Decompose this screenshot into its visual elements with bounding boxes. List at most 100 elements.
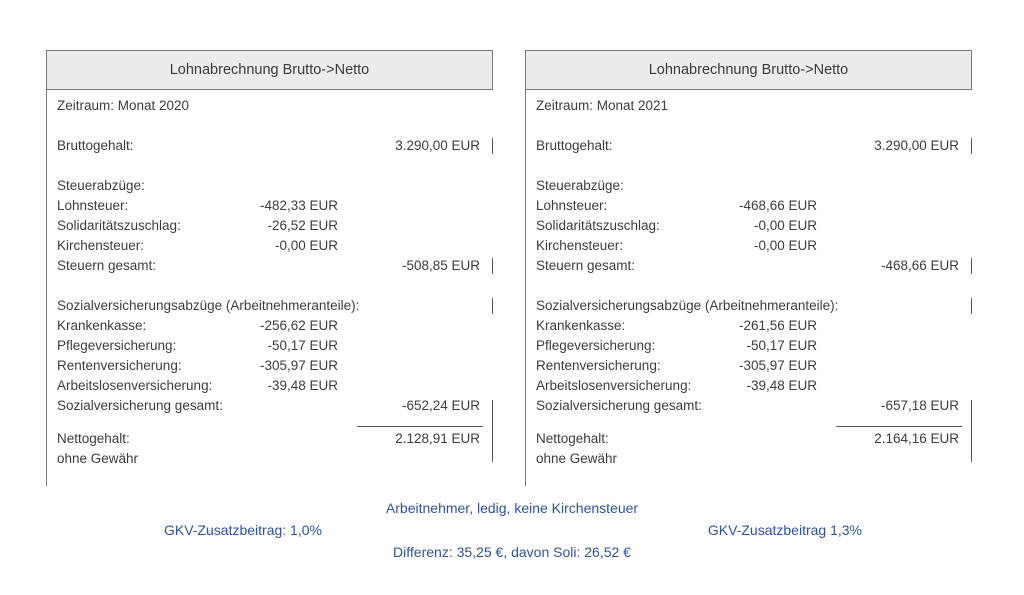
row-arbeitslosenversicherung-label: Arbeitslosenversicherung: [57,378,213,393]
column-tick-mark [971,258,972,274]
row-arbeitslosenversicherung: Arbeitslosenversicherung: -39,48 EUR [526,376,972,396]
row-nettogehalt-value: 2.164,16 EUR [874,431,959,446]
row-zeitraum-label: Zeitraum: Monat 2021 [536,98,669,113]
row-lohnsteuer-value: -482,33 EUR [259,198,338,213]
row-arbeitslosenversicherung-value: -39,48 EUR [267,378,338,393]
row-sozialversicherung-header: Sozialversicherungsabzüge (Arbeitnehmera… [47,296,493,316]
row-bruttogehalt-value: 3.290,00 EUR [395,138,480,153]
row-rentenversicherung-label: Rentenversicherung: [536,358,661,373]
subtotal-rule [836,426,962,427]
row-steuerabzuege-header: Steuerabzüge: [47,176,493,196]
row-sozialversicherung-gesamt-value: -652,24 EUR [401,398,480,413]
row-kirchensteuer: Kirchensteuer: -0,00 EUR [47,236,493,256]
row-pflegeversicherung-value: -50,17 EUR [267,338,338,353]
row-sozialversicherung-gesamt-label: Sozialversicherung gesamt: [536,398,702,413]
footer-gkv-2020: GKV-Zusatzbeitrag: 1,0% [164,522,322,538]
footer-note-profile: Arbeitnehmer, ledig, keine Kirchensteuer [385,500,639,516]
row-steuerabzuege-header-label: Steuerabzüge: [536,178,624,193]
row-kirchensteuer-label: Kirchensteuer: [57,238,145,253]
row-sozialversicherung-gesamt: Sozialversicherung gesamt: -652,24 EUR [47,396,493,416]
row-nettogehalt: Nettogehalt: 2.164,16 EUR [526,429,972,449]
subtotal-rule [357,426,483,427]
row-sozialversicherung-header-label: Sozialversicherungsabzüge (Arbeitnehmera… [57,298,360,313]
row-kirchensteuer-value: -0,00 EUR [274,238,338,253]
spacer-row [47,276,493,296]
row-sozialversicherung-header: Sozialversicherungsabzüge (Arbeitnehmera… [526,296,972,316]
row-krankenkasse-label: Krankenkasse: [57,318,147,333]
row-lohnsteuer-value: -468,66 EUR [738,198,817,213]
row-solidaritaetszuschlag-label: Solidaritätszuschlag: [57,218,181,233]
subtotal-rule-row [47,416,493,429]
row-steuern-gesamt: Steuern gesamt: -468,66 EUR [526,256,972,276]
column-tick-mark [971,138,972,154]
row-krankenkasse-label: Krankenkasse: [536,318,626,333]
row-solidaritaetszuschlag-label: Solidaritätszuschlag: [536,218,660,233]
footer-gkv-2021: GKV-Zusatzbeitrag 1,3% [707,522,862,538]
row-bruttogehalt-label: Bruttogehalt: [57,138,134,153]
row-nettogehalt-label: Nettogehalt: [57,431,130,446]
row-bruttogehalt: Bruttogehalt: 3.290,00 EUR [526,136,972,156]
panel-body: Zeitraum: Monat 2020 Bruttogehalt: 3.290,0… [46,90,493,486]
column-tick-mark [492,138,493,154]
row-rentenversicherung: Rentenversicherung: -305,97 EUR [526,356,972,376]
row-pflegeversicherung: Pflegeversicherung: -50,17 EUR [47,336,493,356]
row-rentenversicherung: Rentenversicherung: -305,97 EUR [47,356,493,376]
panel-title: Lohnabrechnung Brutto->Netto [525,50,972,90]
row-ohne-gewaehr-label: ohne Gewähr [57,451,139,466]
row-lohnsteuer: Lohnsteuer: -482,33 EUR [47,196,493,216]
row-steuern-gesamt-label: Steuern gesamt: [536,258,636,273]
footer-difference: Differenz: 35,25 €, davon Soli: 26,52 € [393,544,631,560]
subtotal-rule-row [526,416,972,429]
row-ohne-gewaehr: ohne Gewähr [47,449,493,469]
footer-notes: Arbeitnehmer, ledig, keine Kirchensteuer… [150,497,874,563]
panel-body: Zeitraum: Monat 2021 Bruttogehalt: 3.290,0… [525,90,972,486]
row-ohne-gewaehr-label: ohne Gewähr [536,451,618,466]
row-bruttogehalt: Bruttogehalt: 3.290,00 EUR [47,136,493,156]
row-zeitraum-label: Zeitraum: Monat 2020 [57,98,190,113]
row-steuern-gesamt-value: -468,66 EUR [880,258,959,273]
row-kirchensteuer-label: Kirchensteuer: [536,238,624,253]
payroll-panel-2020: Lohnabrechnung Brutto->Netto Zeitraum: M… [46,50,493,486]
row-bruttogehalt-label: Bruttogehalt: [536,138,613,153]
row-zeitraum: Zeitraum: Monat 2020 [47,96,493,116]
row-steuern-gesamt-value: -508,85 EUR [401,258,480,273]
row-sozialversicherung-gesamt: Sozialversicherung gesamt: -657,18 EUR [526,396,972,416]
row-kirchensteuer-value: -0,00 EUR [753,238,817,253]
column-tick-mark [492,258,493,274]
column-tick-mark-tall [971,400,972,462]
row-zeitraum: Zeitraum: Monat 2021 [526,96,972,116]
spacer-row [47,116,493,136]
column-tick-mark-tall [492,400,493,462]
payroll-panels: Lohnabrechnung Brutto->Netto Zeitraum: M… [46,50,972,486]
row-lohnsteuer-label: Lohnsteuer: [536,198,608,213]
footer-gkv-line: GKV-Zusatzbeitrag: 1,0% GKV-Zusatzbeitra… [150,519,874,541]
row-pflegeversicherung-value: -50,17 EUR [746,338,817,353]
row-solidaritaetszuschlag-value: -26,52 EUR [267,218,338,233]
row-krankenkasse: Krankenkasse: -261,56 EUR [526,316,972,336]
row-bruttogehalt-value: 3.290,00 EUR [874,138,959,153]
row-steuern-gesamt-label: Steuern gesamt: [57,258,157,273]
row-rentenversicherung-label: Rentenversicherung: [57,358,182,373]
row-steuern-gesamt: Steuern gesamt: -508,85 EUR [47,256,493,276]
row-solidaritaetszuschlag-value: -0,00 EUR [753,218,817,233]
spacer-row [526,116,972,136]
row-krankenkasse-value: -261,56 EUR [738,318,817,333]
row-pflegeversicherung: Pflegeversicherung: -50,17 EUR [526,336,972,356]
row-arbeitslosenversicherung-label: Arbeitslosenversicherung: [536,378,692,393]
row-steuerabzuege-header-label: Steuerabzüge: [57,178,145,193]
row-arbeitslosenversicherung-value: -39,48 EUR [746,378,817,393]
column-tick-mark [971,298,972,314]
row-rentenversicherung-value: -305,97 EUR [259,358,338,373]
row-ohne-gewaehr: ohne Gewähr [526,449,972,469]
row-steuerabzuege-header: Steuerabzüge: [526,176,972,196]
row-rentenversicherung-value: -305,97 EUR [738,358,817,373]
row-solidaritaetszuschlag: Solidaritätszuschlag: -26,52 EUR [47,216,493,236]
row-solidaritaetszuschlag: Solidaritätszuschlag: -0,00 EUR [526,216,972,236]
row-sozialversicherung-gesamt-label: Sozialversicherung gesamt: [57,398,223,413]
row-krankenkasse-value: -256,62 EUR [259,318,338,333]
row-nettogehalt-label: Nettogehalt: [536,431,609,446]
spacer-row [526,156,972,176]
row-pflegeversicherung-label: Pflegeversicherung: [536,338,656,353]
row-nettogehalt: Nettogehalt: 2.128,91 EUR [47,429,493,449]
